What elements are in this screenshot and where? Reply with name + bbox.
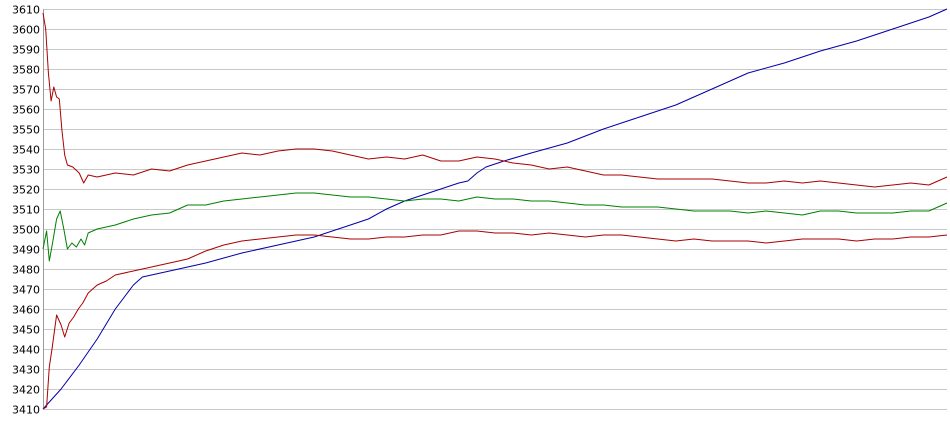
y-tick-label: 3540 bbox=[12, 144, 40, 157]
upper-red-line bbox=[42, 12, 948, 188]
y-tick-label: 3530 bbox=[12, 164, 40, 177]
y-tick-label: 3560 bbox=[12, 104, 40, 117]
y-tick-label: 3510 bbox=[12, 204, 40, 217]
lower-red-line bbox=[42, 230, 948, 410]
y-tick-label: 3440 bbox=[12, 344, 40, 357]
y-tick-label: 3610 bbox=[12, 4, 40, 17]
y-tick-label: 3450 bbox=[12, 324, 40, 337]
y-tick-label: 3590 bbox=[12, 44, 40, 57]
series-lines bbox=[42, 8, 948, 410]
y-tick-labels: 3410 3420 3430 3440 3450 3460 3470 3480 3490 3500… bbox=[12, 4, 40, 417]
y-tick-label: 3470 bbox=[12, 284, 40, 297]
y-tick-label: 3520 bbox=[12, 184, 40, 197]
y-tick-label: 3460 bbox=[12, 304, 40, 317]
y-tick-label: 3410 bbox=[12, 404, 40, 417]
y-tick-label: 3580 bbox=[12, 64, 40, 77]
grid-lines bbox=[43, 9, 947, 410]
y-tick-label: 3570 bbox=[12, 84, 40, 97]
y-tick-label: 3420 bbox=[12, 384, 40, 397]
blue-line bbox=[42, 8, 948, 410]
y-tick-label: 3550 bbox=[12, 124, 40, 137]
y-tick-label: 3490 bbox=[12, 244, 40, 257]
y-tick-label: 3500 bbox=[12, 224, 40, 237]
y-tick-label: 3600 bbox=[12, 24, 40, 37]
y-tick-label: 3430 bbox=[12, 364, 40, 377]
y-tick-label: 3480 bbox=[12, 264, 40, 277]
green-line bbox=[42, 192, 948, 262]
